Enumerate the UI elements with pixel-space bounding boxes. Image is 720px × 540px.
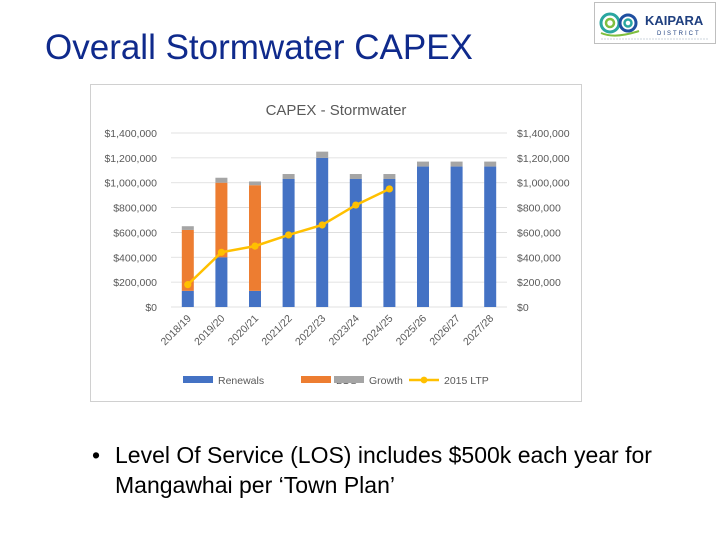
spiral-wave-logo-icon: KAIPARA DISTRICT [599, 12, 709, 40]
slide-title: Overall Stormwater CAPEX [45, 28, 473, 67]
y2-tick-label: $600,000 [517, 227, 561, 239]
y-tick-label: $400,000 [113, 252, 157, 264]
bar-renewals [349, 178, 362, 307]
ltp-point [184, 281, 192, 289]
y-tick-label: $1,400,000 [104, 128, 157, 140]
x-tick-label: 2022/23 [293, 313, 328, 348]
y-tick-label: $1,200,000 [104, 153, 157, 165]
ltp-point [251, 242, 259, 250]
bar-growth [181, 226, 194, 230]
bullet-text: Level Of Service (LOS) includes $500k ea… [115, 442, 652, 498]
bar-renewals [484, 166, 497, 307]
ltp-point [385, 185, 393, 193]
chart-title: CAPEX - Stormwater [266, 102, 407, 119]
bar-renewals [215, 257, 228, 307]
bar-renewals [181, 290, 194, 307]
y-tick-label: $200,000 [113, 277, 157, 289]
y-tick-label: $800,000 [113, 203, 157, 215]
x-tick-label: 2025/26 [394, 313, 429, 348]
x-tick-label: 2026/27 [427, 313, 462, 348]
x-tick-label: 2020/21 [226, 313, 261, 348]
ltp-point [217, 248, 225, 256]
y2-tick-label: $800,000 [517, 203, 561, 215]
bar-growth [316, 151, 329, 158]
y2-tick-label: $1,400,000 [517, 128, 570, 140]
bar-growth [249, 181, 261, 186]
bar-growth [282, 174, 295, 179]
x-tick-label: 2023/24 [327, 313, 362, 348]
legend-label: Renewals [218, 375, 264, 387]
legend-swatch-growth [334, 376, 364, 383]
x-tick-label: 2027/28 [461, 313, 496, 348]
ltp-point [318, 221, 326, 229]
logo-wordmark: KAIPARA [645, 13, 704, 28]
kaipara-district-logo: KAIPARA DISTRICT [594, 2, 716, 44]
bar-renewals [417, 166, 429, 307]
logo-subtext: DISTRICT [657, 31, 701, 37]
bar-renewals [316, 157, 329, 307]
stormwater-capex-chart: CAPEX - Stormwater $0 $200,000 $400,000 $60… [90, 84, 582, 402]
bar-los [249, 185, 261, 291]
y-tick-label: $0 [145, 302, 157, 314]
bullet-marker: • [92, 442, 101, 468]
bar-los [181, 229, 194, 291]
x-tick-label: 2024/25 [360, 313, 395, 348]
bar-growth [349, 174, 362, 179]
x-tick-label: 2019/20 [192, 313, 227, 348]
y2-tick-label: $200,000 [517, 277, 561, 289]
legend-label: 2015 LTP [444, 375, 489, 387]
bar-renewals [383, 178, 396, 307]
bar-renewals [249, 290, 261, 307]
legend-label: Growth [369, 375, 403, 387]
y2-tick-label: $400,000 [517, 252, 561, 264]
chart-svg: CAPEX - Stormwater $0 $200,000 $400,000 $60… [104, 102, 570, 387]
bar-growth [215, 177, 228, 183]
bullet-point: • Level Of Service (LOS) includes $500k … [92, 440, 652, 500]
legend-swatch-los [301, 376, 331, 383]
ltp-point [352, 201, 360, 209]
bar-growth [417, 161, 429, 167]
bar-growth [450, 161, 463, 167]
x-tick-label: 2021/22 [259, 313, 294, 348]
y-tick-label: $600,000 [113, 227, 157, 239]
x-tick-label: 2018/19 [159, 313, 194, 348]
legend-swatch-renewals [183, 376, 213, 383]
bar-renewals [450, 166, 463, 307]
bar-los [215, 182, 228, 258]
y2-tick-label: $1,000,000 [517, 178, 570, 190]
y-tick-label: $1,000,000 [104, 178, 157, 190]
y2-tick-label: $0 [517, 302, 529, 314]
ltp-point [285, 231, 293, 239]
legend-swatch-point [420, 376, 428, 384]
bar-growth [383, 174, 396, 179]
bar-growth [484, 161, 497, 167]
y2-tick-label: $1,200,000 [517, 153, 570, 165]
bar-renewals [282, 178, 295, 307]
